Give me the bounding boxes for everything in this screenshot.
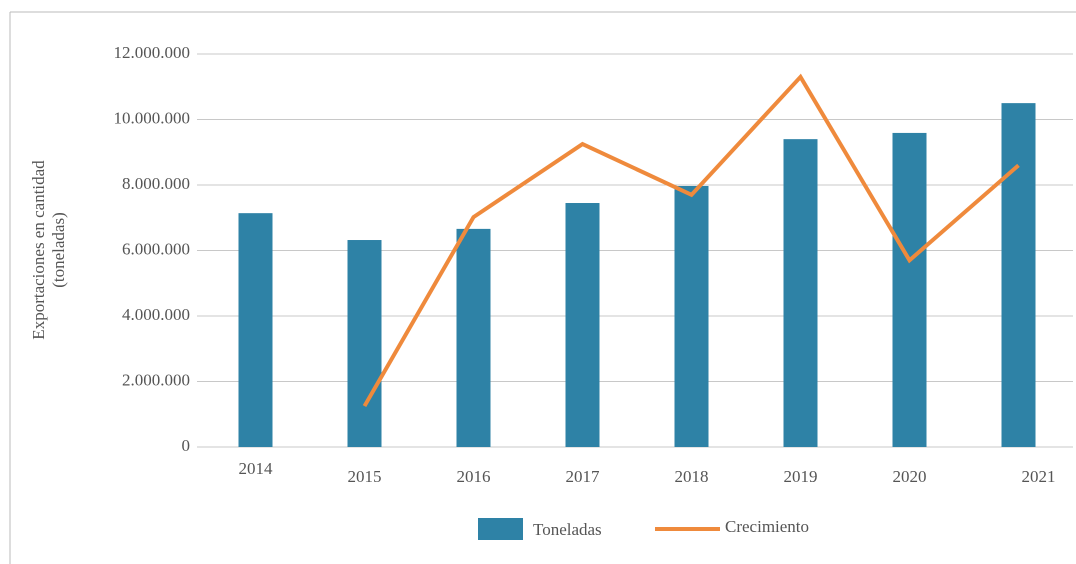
y-tick-label: 0	[182, 436, 191, 455]
bar	[456, 228, 491, 447]
bar	[674, 185, 709, 448]
bar	[238, 213, 273, 447]
x-tick-label: 2017	[566, 467, 601, 486]
y-tick-label: 6.000.000	[122, 239, 190, 258]
y-axis-label: Exportaciones en cantidad	[29, 160, 48, 340]
x-tick-label: 2019	[784, 467, 818, 486]
y-tick-label: 8.000.000	[122, 174, 190, 193]
legend-swatch	[478, 518, 523, 540]
x-tick-label: 2021	[1022, 467, 1056, 486]
x-tick-label: 2015	[348, 467, 382, 486]
y-axis-label: (toneladas)	[49, 212, 68, 288]
y-tick-label: 2.000.000	[122, 370, 190, 389]
x-tick-label: 2014	[239, 459, 274, 478]
bar	[565, 203, 600, 447]
x-tick-label: 2018	[675, 467, 709, 486]
bar	[347, 240, 382, 447]
bar	[1001, 103, 1036, 447]
x-tick-label: 2016	[457, 467, 491, 486]
y-tick-label: 10.000.000	[114, 108, 191, 127]
line	[362, 73, 1020, 408]
y-tick-label: 4.000.000	[122, 305, 190, 324]
legend-label: Toneladas	[533, 520, 602, 539]
x-tick-label: 2020	[893, 467, 927, 486]
y-tick-label: 12.000.000	[114, 43, 191, 62]
legend-label: Crecimiento	[725, 517, 809, 536]
bar	[892, 132, 927, 448]
bar	[783, 139, 818, 447]
